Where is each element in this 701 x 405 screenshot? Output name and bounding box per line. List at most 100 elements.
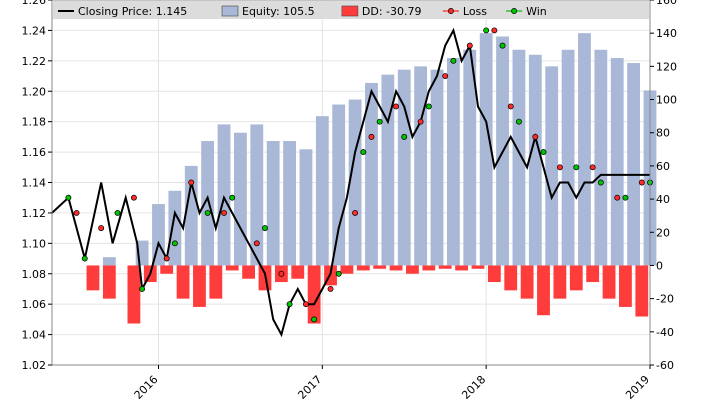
win-marker	[81, 255, 88, 262]
equity-bar	[234, 132, 247, 266]
drawdown-bar	[373, 265, 387, 269]
x-tick-label: 2018	[459, 373, 488, 402]
right-tick-label: 100	[656, 94, 677, 107]
drawdown-bar	[487, 265, 501, 283]
right-tick-label: -40	[656, 326, 674, 339]
win-marker	[622, 194, 629, 201]
win-marker	[229, 194, 236, 201]
equity-bar	[512, 49, 526, 266]
legend-swatch-bar	[221, 5, 239, 17]
loss-marker	[556, 164, 563, 171]
win-marker	[425, 103, 432, 110]
loss-marker	[253, 240, 260, 247]
drawdown-bar	[455, 265, 468, 271]
drawdown-bar	[406, 265, 419, 274]
drawdown-bar	[389, 265, 403, 271]
left-tick-label: 1.04	[22, 329, 47, 342]
equity-bar	[610, 58, 624, 266]
right-tick-label: 80	[656, 127, 670, 140]
legend-swatch-marker	[511, 8, 518, 14]
left-tick-label: 1.10	[22, 237, 47, 250]
equity-bar	[578, 33, 591, 266]
equity-bar	[299, 149, 313, 266]
loss-marker	[638, 179, 645, 186]
drawdown-bar	[553, 265, 567, 299]
equity-bar	[365, 82, 378, 266]
drawdown-bar	[602, 265, 616, 299]
loss-marker	[442, 73, 449, 79]
left-axis-ticks: 1.02 1.04 1.06 1.08 1.10 1.12 1.14 1.16 1.18 1.20…	[22, 0, 52, 372]
win-marker	[204, 209, 211, 216]
right-tick-label: 120	[656, 60, 677, 73]
loss-marker	[188, 179, 195, 186]
drawdown-bar	[340, 265, 354, 274]
right-tick-label: 60	[656, 160, 670, 173]
drawdown-bar	[86, 265, 100, 291]
loss-marker	[302, 301, 309, 308]
trade-markers	[65, 27, 653, 323]
drawdown-bar	[209, 265, 223, 299]
drawdown-bar	[225, 265, 239, 271]
loss-marker	[163, 255, 170, 262]
left-tick-label: 1.18	[22, 116, 47, 129]
win-marker	[360, 149, 367, 156]
closing-price-line	[51, 27, 650, 338]
win-marker	[597, 179, 604, 186]
drawdown-bar	[291, 265, 305, 279]
win-marker	[401, 133, 408, 140]
equity-bar	[545, 66, 559, 266]
left-tick-label: 1.20	[22, 85, 47, 98]
equity-bar	[250, 124, 264, 266]
left-tick-label: 1.26	[22, 0, 47, 7]
win-marker	[262, 225, 268, 232]
win-marker	[483, 27, 490, 34]
win-marker	[114, 209, 121, 216]
drawdown-bar	[537, 265, 550, 316]
legend-swatch-marker	[447, 8, 454, 14]
drawdown-bar	[242, 265, 256, 279]
legend-label: DD: -30.79	[362, 5, 422, 18]
loss-marker	[352, 209, 359, 216]
left-tick-label: 1.12	[22, 207, 47, 220]
drawdown-bar	[356, 265, 370, 271]
left-tick-label: 1.08	[22, 268, 47, 281]
loss-marker	[278, 270, 285, 277]
win-marker	[286, 301, 293, 308]
drawdown-bar	[438, 265, 452, 269]
win-marker	[573, 164, 580, 171]
loss-marker	[393, 103, 400, 110]
left-tick-label: 1.16	[22, 146, 47, 159]
right-tick-label: 20	[656, 226, 670, 239]
drawdown-bar	[520, 265, 534, 299]
drawdown-bar	[127, 265, 141, 324]
price-line	[51, 27, 650, 338]
loss-marker	[327, 286, 334, 292]
loss-marker	[73, 209, 80, 216]
loss-marker	[221, 209, 227, 216]
left-tick-label: 1.22	[22, 55, 47, 68]
left-tick-label: 1.06	[22, 298, 47, 311]
equity-bar	[528, 54, 542, 266]
right-tick-label: 160	[656, 0, 677, 7]
equity-bar	[594, 49, 608, 266]
right-axis-ticks: -60 -40 -20 0 20 40 60 80 100 120 140 160	[650, 0, 677, 372]
loss-marker	[491, 27, 498, 34]
right-tick-label: 40	[656, 193, 670, 206]
drawdown-bar	[504, 265, 518, 291]
right-tick-label: 0	[656, 259, 663, 272]
drawdown-bar	[102, 265, 116, 299]
equity-bar	[102, 257, 116, 266]
loss-marker	[532, 133, 539, 140]
legend-label: Win	[526, 5, 547, 18]
x-axis-ticks: 2016 2017 2018 2019	[132, 365, 652, 402]
equity-bar	[414, 66, 428, 266]
loss-marker	[417, 118, 424, 125]
loss-marker	[98, 225, 105, 232]
equity-bar	[217, 124, 231, 266]
win-marker	[171, 240, 178, 247]
legend-swatch-bar	[341, 5, 359, 17]
loss-marker	[507, 103, 514, 110]
drawdown-bar	[569, 265, 583, 291]
equity-bar	[627, 63, 641, 266]
